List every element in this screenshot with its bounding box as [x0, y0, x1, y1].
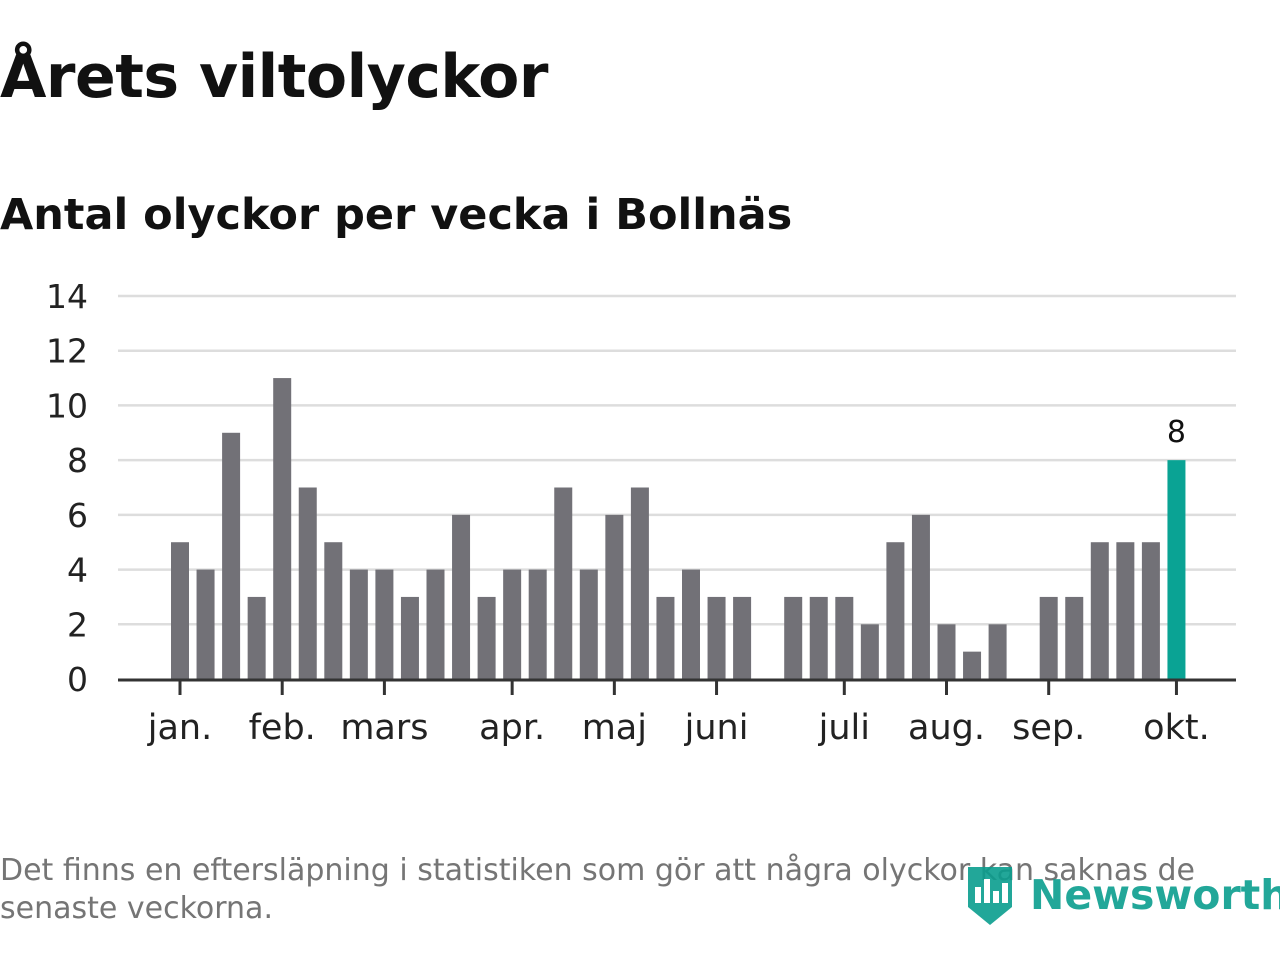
chart-subtitle: Antal olyckor per vecka i Bollnäs — [0, 190, 793, 240]
bar-week-25 — [784, 596, 803, 679]
y-tick-label-2: 2 — [67, 605, 88, 644]
bar-week-33 — [988, 624, 1007, 679]
bar-week-2 — [196, 569, 215, 679]
bar-week-37 — [1090, 542, 1109, 679]
chart-title: Årets viltolyckor — [0, 42, 549, 112]
bar-week-32 — [963, 651, 982, 679]
data-label-week-40: 8 — [1167, 415, 1186, 450]
y-tick-label-14: 14 — [46, 277, 88, 316]
x-tick-label-okt.: okt. — [1143, 708, 1210, 748]
bar-week-22 — [707, 596, 726, 679]
bar-week-27 — [835, 596, 854, 679]
bars — [171, 378, 1186, 679]
bar-week-23 — [733, 596, 752, 679]
y-tick-label-4: 4 — [67, 551, 88, 590]
data-labels: 8 — [1167, 415, 1186, 450]
bar-week-6 — [298, 487, 317, 679]
bar-week-12 — [452, 514, 471, 679]
bar-week-20 — [656, 596, 675, 679]
logo-text: Newsworthy — [1030, 871, 1280, 919]
y-axis-ticks: 0 2 4 6 8 10 12 14 — [46, 277, 88, 699]
bar-week-40 — [1167, 460, 1186, 679]
bar-week-5 — [273, 378, 292, 679]
bar-week-35 — [1039, 596, 1058, 679]
bar-week-4 — [247, 596, 266, 679]
bar-week-1 — [171, 542, 189, 679]
bar-chart: 0 2 4 6 8 10 12 14 8 jan. feb. mars apr. maj juni jul… — [46, 277, 1236, 748]
bar-week-38 — [1116, 542, 1135, 679]
y-tick-label-0: 0 — [67, 660, 88, 699]
x-tick-label-sep.: sep. — [1012, 708, 1085, 748]
bar-week-8 — [349, 569, 368, 679]
x-tick-label-maj: maj — [582, 708, 647, 748]
x-tick-label-jan.: jan. — [147, 708, 212, 748]
x-tick-label-mars: mars — [340, 708, 428, 748]
y-tick-label-12: 12 — [46, 332, 88, 371]
bar-week-19 — [630, 487, 649, 679]
newsworthy-logo: Newsworthy — [964, 860, 1280, 930]
bar-week-29 — [886, 542, 905, 679]
bar-week-11 — [426, 569, 445, 679]
y-tick-label-10: 10 — [46, 386, 88, 425]
y-tick-label-6: 6 — [67, 496, 88, 535]
bar-week-17 — [579, 569, 598, 679]
bar-week-10 — [400, 596, 419, 679]
x-tick-label-feb.: feb. — [249, 708, 316, 748]
x-axis-ticks: jan. feb. mars apr. maj juni juli aug. sep. okt. — [147, 680, 1210, 748]
bar-week-21 — [682, 569, 700, 679]
y-tick-label-8: 8 — [67, 441, 88, 480]
bar-week-16 — [554, 487, 573, 679]
x-tick-label-juni: juni — [684, 708, 749, 748]
bar-week-18 — [605, 514, 624, 679]
bar-week-15 — [528, 569, 547, 679]
bar-week-30 — [911, 514, 930, 679]
x-tick-label-juli: juli — [818, 708, 870, 748]
bar-week-39 — [1141, 542, 1160, 679]
bar-week-3 — [222, 432, 241, 679]
bar-week-7 — [324, 542, 343, 679]
bar-chart-shield-icon — [968, 867, 1012, 925]
bar-week-28 — [860, 624, 879, 679]
bar-week-9 — [375, 569, 394, 679]
bar-week-36 — [1065, 596, 1084, 679]
bar-week-14 — [503, 569, 522, 679]
x-tick-label-apr.: apr. — [479, 708, 545, 748]
x-tick-label-aug.: aug. — [908, 708, 985, 748]
bar-week-26 — [809, 596, 828, 679]
bar-week-31 — [937, 624, 956, 679]
bar-week-13 — [477, 596, 496, 679]
